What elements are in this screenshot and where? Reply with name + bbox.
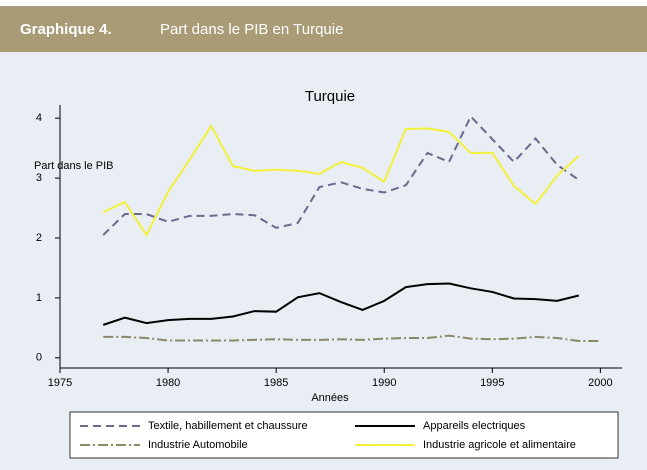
legend-label: Industrie Automobile bbox=[148, 439, 248, 451]
series-line bbox=[103, 334, 601, 343]
y-tick-label: 3 bbox=[36, 172, 42, 184]
header-band bbox=[0, 6, 647, 52]
legend-label: Industrie agricole et alimentaire bbox=[423, 439, 576, 451]
x-axis-label: Années bbox=[311, 392, 349, 404]
series-line bbox=[102, 124, 580, 238]
legend-label: Appareils electriques bbox=[423, 420, 526, 432]
y-tick-label: 1 bbox=[36, 292, 42, 304]
x-tick-label: 2000 bbox=[588, 377, 612, 389]
y-tick-label: 4 bbox=[36, 112, 42, 124]
series-line bbox=[102, 114, 580, 236]
legend-label: Textile, habillement et chaussure bbox=[148, 420, 308, 432]
legend-box bbox=[69, 411, 619, 459]
y-tick-label: 2 bbox=[36, 232, 42, 244]
header-label: Graphique 4. bbox=[20, 21, 112, 38]
header-title: Part dans le PIB en Turquie bbox=[160, 21, 343, 38]
series-line bbox=[102, 282, 580, 326]
y-tick-label: 0 bbox=[36, 352, 42, 364]
x-tick-label: 1975 bbox=[48, 377, 72, 389]
chart-title: Turquie bbox=[305, 88, 355, 105]
panel bbox=[0, 52, 647, 470]
x-tick-label: 1995 bbox=[480, 377, 504, 389]
x-tick-label: 1990 bbox=[372, 377, 396, 389]
x-tick-label: 1980 bbox=[156, 377, 180, 389]
x-tick-label: 1985 bbox=[264, 377, 288, 389]
y-axis-label: Part dans le PIB bbox=[34, 160, 114, 172]
